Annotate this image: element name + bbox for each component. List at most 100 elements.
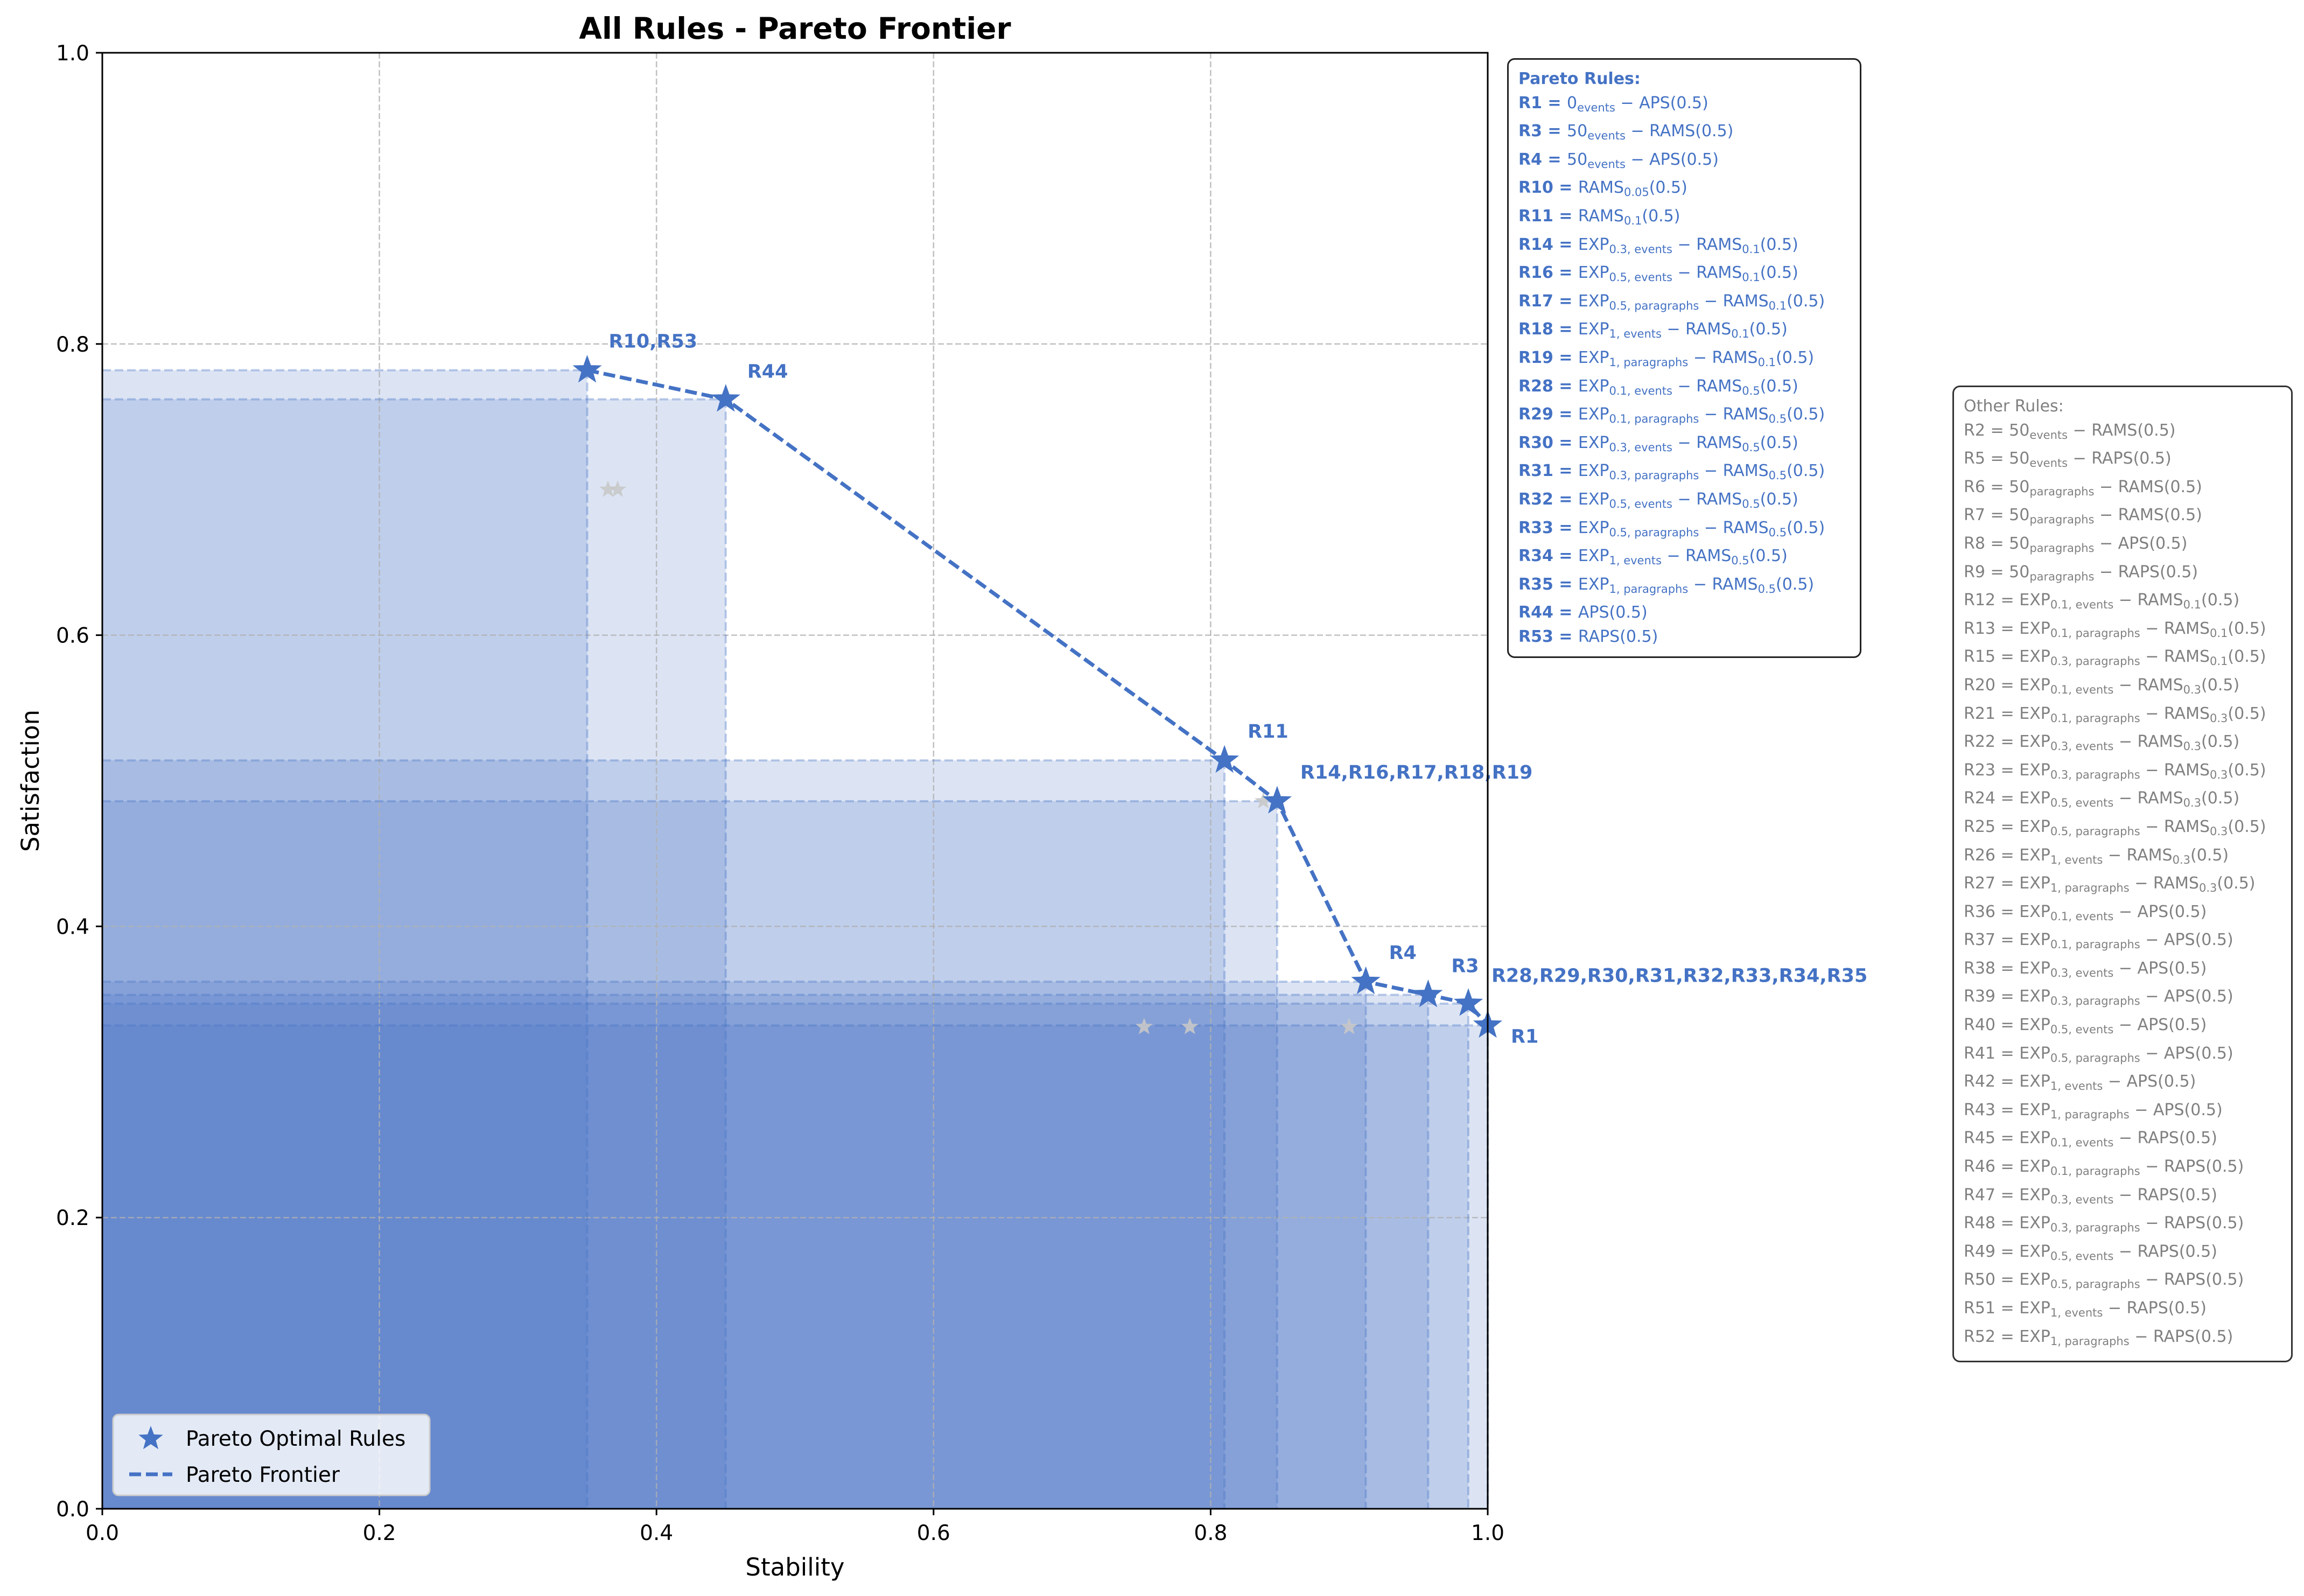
rule-id: R48 = xyxy=(1964,1214,2020,1233)
rule-text: EXP xyxy=(2019,817,2050,836)
rule-text: (0.5) xyxy=(1760,263,1798,283)
rule-text: EXP xyxy=(2019,1129,2050,1148)
rule-text: − RAPS(0.5) xyxy=(2113,1129,2217,1148)
rule-text: EXP xyxy=(2019,1299,2050,1318)
dominated-region xyxy=(102,370,587,1509)
rule-id: R36 = xyxy=(1964,902,2020,921)
rule-entry: R25 = EXP0.5, paragraphs − RAMS0.3(0.5) xyxy=(1964,815,2281,844)
rule-entry: R30 = EXP0.3, events − RAMS0.5(0.5) xyxy=(1518,431,1850,460)
rule-subscript: 0.1 xyxy=(1742,271,1760,284)
rule-subscript: 0.1, paragraphs xyxy=(2050,626,2140,640)
rule-entry: R18 = EXP1, events − RAMS0.1(0.5) xyxy=(1518,318,1850,346)
rule-text: EXP xyxy=(2019,647,2050,667)
rule-text: (0.5) xyxy=(1649,178,1687,198)
rule-subscript: 0.3 xyxy=(2183,683,2202,696)
rule-subscript: 0.5 xyxy=(1742,497,1760,510)
rule-text: EXP xyxy=(2019,1100,2050,1119)
rule-id: R15 = xyxy=(1964,647,2020,667)
pareto-point-label: R11 xyxy=(1248,721,1288,743)
rule-entry: R39 = EXP0.3, paragraphs − APS(0.5) xyxy=(1964,985,2281,1013)
rule-text: − RAPS(0.5) xyxy=(2094,562,2198,582)
rule-subscript: 0.3 xyxy=(2210,768,2228,781)
rule-text: − APS(0.5) xyxy=(2140,930,2233,950)
rule-entry: R47 = EXP0.3, events − RAPS(0.5) xyxy=(1964,1184,2281,1212)
rule-entry: R10 = RAMS0.05(0.5) xyxy=(1518,176,1850,205)
rule-text: − RAMS xyxy=(2113,591,2183,610)
axis-ticks: 0.0 0.2 0.4 0.6 0.8 1.0 0.0 0.2 0.4 0.6 0.8 1.0 xyxy=(56,41,1504,1545)
rule-subscript: 0.5 xyxy=(1768,469,1787,482)
rule-entry: R3 = 50events − RAMS(0.5) xyxy=(1518,120,1850,148)
rule-text: RAPS(0.5) xyxy=(1578,627,1658,646)
rule-text: − RAMS xyxy=(1661,547,1732,566)
rule-text: EXP xyxy=(2019,1214,2050,1233)
rule-entry: R49 = EXP0.5, events − RAPS(0.5) xyxy=(1964,1240,2281,1269)
rule-text: (0.5) xyxy=(2201,591,2240,610)
rule-subscript: 0.3, events xyxy=(2050,740,2114,753)
x-tick-label: 1.0 xyxy=(1471,1521,1504,1545)
rule-text: (0.5) xyxy=(1749,320,1788,339)
rule-subscript: 0.5, paragraphs xyxy=(2050,824,2140,838)
rule-text: − RAPS(0.5) xyxy=(2103,1299,2207,1318)
rule-id: R33 = xyxy=(1518,518,1578,537)
rule-id: R25 = xyxy=(1964,817,2020,836)
rule-text: − RAMS xyxy=(2140,704,2210,723)
rule-subscript: 0.5, events xyxy=(1609,271,1672,284)
rule-id: R34 = xyxy=(1518,547,1578,566)
rule-text: − RAPS(0.5) xyxy=(2140,1270,2244,1290)
rule-text: EXP xyxy=(1578,575,1609,594)
rule-text: (0.5) xyxy=(1776,348,1815,367)
rule-text: EXP xyxy=(1578,461,1609,481)
rule-text: − RAMS xyxy=(2113,789,2183,808)
rule-id: R23 = xyxy=(1964,760,2020,780)
plot-frame xyxy=(101,52,1489,1510)
pareto-point-label: R1 xyxy=(1511,1026,1538,1047)
rule-subscript: 0.1 xyxy=(1768,299,1787,312)
rule-subscript: 1, paragraphs xyxy=(1609,582,1689,596)
rule-subscript: 1, events xyxy=(2050,1306,2103,1319)
rule-subscript: 0.5 xyxy=(1768,412,1787,426)
rule-text: (0.5) xyxy=(1760,489,1798,509)
rule-entry: R9 = 50paragraphs − RAPS(0.5) xyxy=(1964,561,2281,589)
rule-text: RAMS xyxy=(1578,178,1624,198)
rule-text: EXP xyxy=(2019,958,2050,978)
rule-id: R27 = xyxy=(1964,874,2020,893)
rule-subscript: 0.1 xyxy=(1742,242,1760,256)
legend-label-pareto-frontier: Pareto Frontier xyxy=(186,1463,340,1487)
point-labels: R10,R53 R44 R11 R14,R16,R17,R18,R19 R4 R3 R28,… xyxy=(609,331,1868,1047)
rule-text: (0.5) xyxy=(2217,874,2256,893)
rule-entry: R21 = EXP0.1, paragraphs − RAMS0.3(0.5) xyxy=(1964,702,2281,731)
rule-entry: R6 = 50paragraphs − RAMS(0.5) xyxy=(1964,475,2281,504)
pareto-point-label: R44 xyxy=(747,361,788,383)
rule-subscript: 0.1 xyxy=(1623,214,1642,227)
rule-text: EXP xyxy=(1578,376,1609,396)
rule-entry: R17 = EXP0.5, paragraphs − RAMS0.1(0.5) xyxy=(1518,290,1850,318)
rule-text: EXP xyxy=(2019,902,2050,921)
rule-id: R43 = xyxy=(1964,1100,2020,1119)
rule-text: EXP xyxy=(2019,675,2050,695)
rule-subscript: 0.1 xyxy=(1757,355,1776,369)
rule-id: R3 = xyxy=(1518,122,1567,141)
rule-text: − RAMS xyxy=(2140,817,2210,836)
other-rule-marker xyxy=(1340,1018,1358,1034)
rule-text: − RAMS xyxy=(2140,760,2210,780)
rule-id: R30 = xyxy=(1518,433,1578,452)
rule-text: (0.5) xyxy=(2228,619,2266,638)
pareto-rules-list: R1 = 0events − APS(0.5) R3 = 50events − R… xyxy=(1518,92,1850,649)
rule-text: − RAMS xyxy=(1699,291,1769,311)
pareto-point-marker xyxy=(711,384,740,412)
x-tick-label: 0.4 xyxy=(640,1521,673,1545)
rule-text: (0.5) xyxy=(2228,817,2266,836)
rule-text: EXP xyxy=(2019,1157,2050,1177)
rule-text: EXP xyxy=(2019,1270,2050,1290)
rule-text: − APS(0.5) xyxy=(2129,1100,2223,1119)
y-tick-label: 0.4 xyxy=(56,915,89,939)
rule-subscript: events xyxy=(2029,457,2068,470)
rule-id: R14 = xyxy=(1518,235,1578,254)
other-rules-box: Other Rules: R2 = 50events − RAMS(0.5) R5… xyxy=(1952,386,2293,1363)
rule-text: − APS(0.5) xyxy=(2113,902,2207,921)
rule-id: R40 = xyxy=(1964,1016,2020,1035)
rule-text: − RAMS(0.5) xyxy=(2068,421,2176,440)
rule-text: − RAMS xyxy=(1699,405,1769,424)
rule-text: (0.5) xyxy=(2190,845,2229,865)
rule-text: − RAMS xyxy=(2129,874,2199,893)
